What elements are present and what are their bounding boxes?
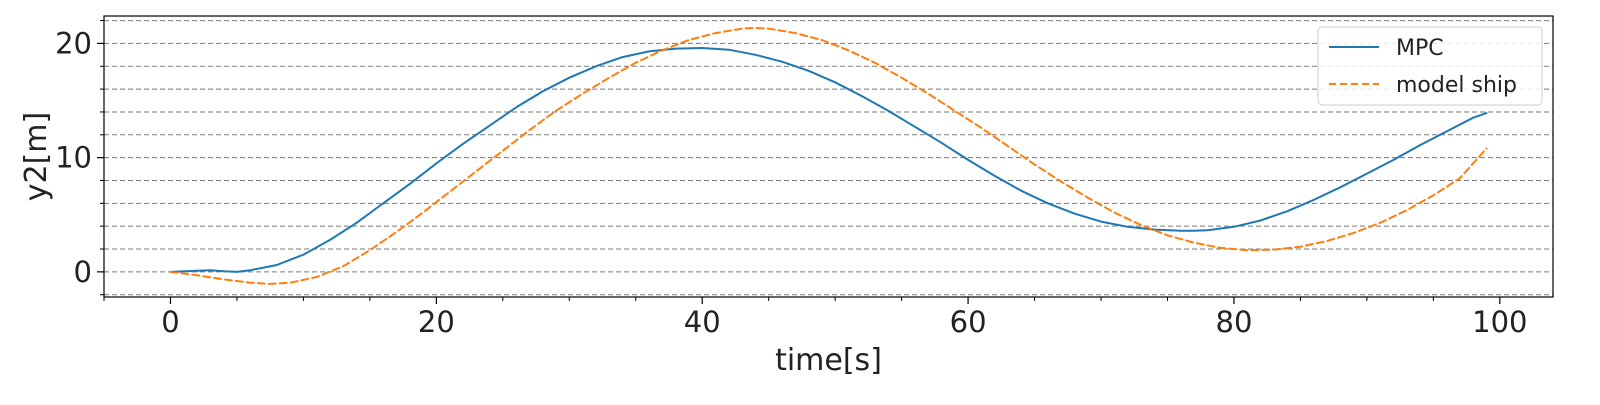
x-tick-label: 80 <box>1216 305 1253 339</box>
series-line-mpc <box>169 47 1488 273</box>
x-tick-label: 60 <box>950 305 987 339</box>
y-axis-title: y2[m] <box>19 112 54 201</box>
x-axis-title: time[s] <box>775 343 882 378</box>
x-tick-label: 100 <box>1472 305 1527 339</box>
grid-layer <box>104 20 1553 296</box>
series-layer <box>169 27 1488 285</box>
legend: MPC model ship <box>1317 26 1543 106</box>
legend-label-model-ship: model ship <box>1396 73 1517 98</box>
tick-layer: 0 10 20 0 20 40 60 80 100 <box>55 20 1528 339</box>
x-tick-label: 40 <box>684 305 721 339</box>
y-tick-label: 10 <box>55 141 92 175</box>
y-tick-label: 0 <box>74 255 92 289</box>
y-tick-label: 20 <box>55 26 92 60</box>
x-tick-label: 20 <box>418 305 455 339</box>
series-line-model-ship <box>169 27 1488 285</box>
x-tick-label: 0 <box>161 305 179 339</box>
plot-frame <box>103 15 1554 298</box>
legend-label-mpc: MPC <box>1396 36 1444 61</box>
